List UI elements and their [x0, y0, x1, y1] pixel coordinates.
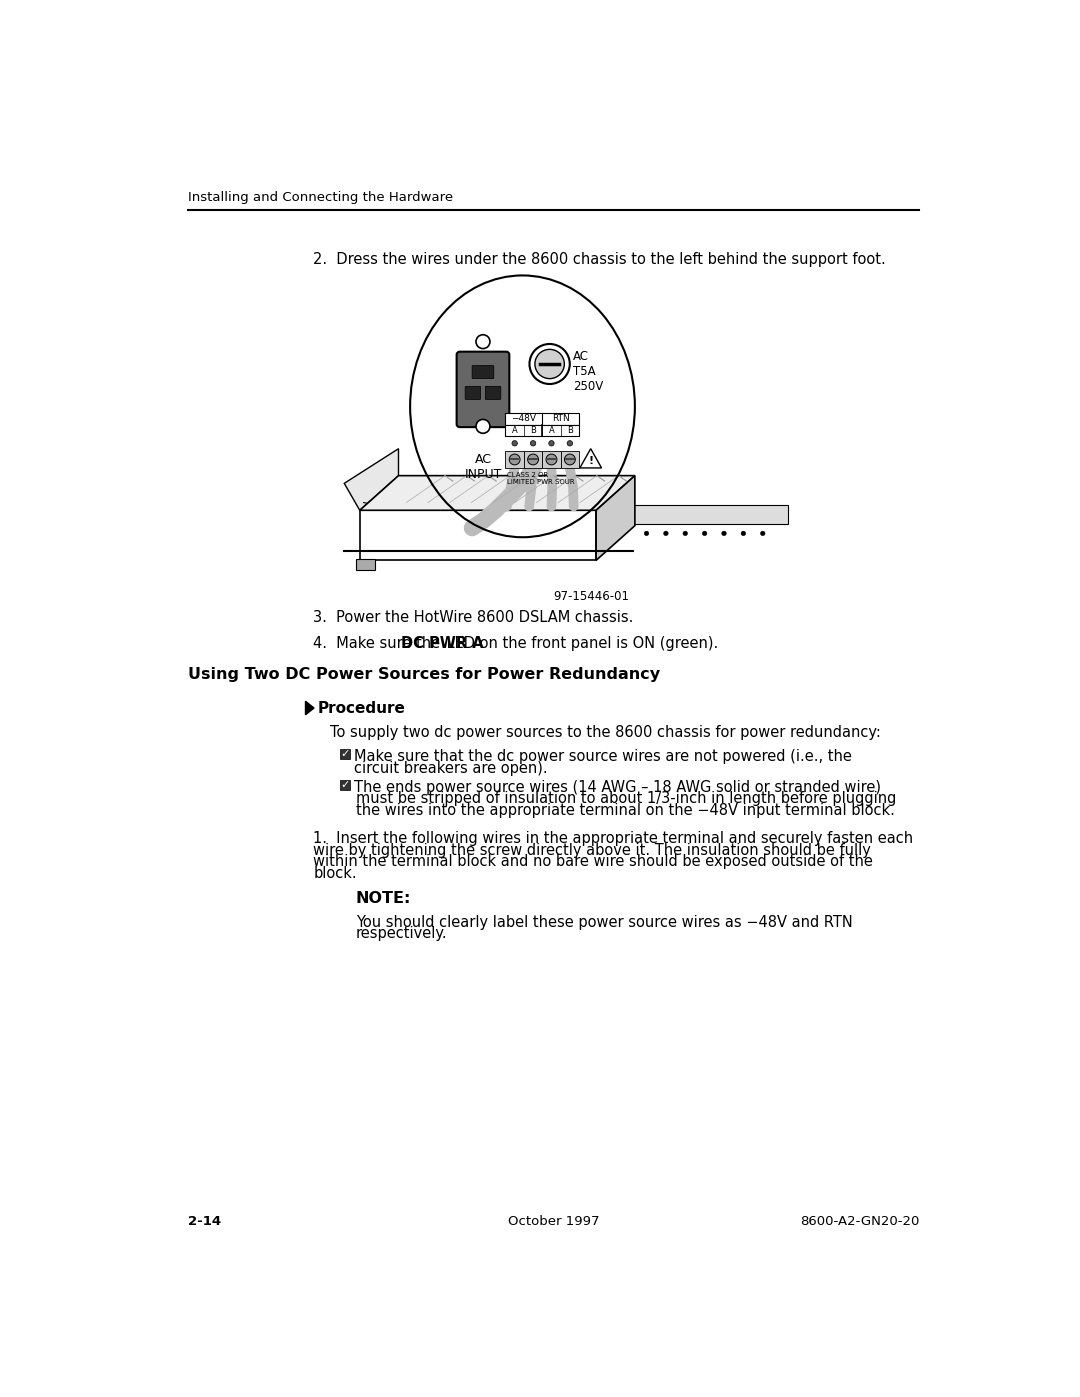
Circle shape: [663, 531, 669, 535]
Text: 97-15446-01: 97-15446-01: [554, 590, 630, 602]
Text: −48V: −48V: [511, 414, 537, 423]
Circle shape: [702, 531, 707, 535]
FancyBboxPatch shape: [472, 366, 494, 379]
Text: RTN: RTN: [552, 414, 569, 423]
Text: A: A: [549, 426, 554, 434]
Text: The ends power source wires (14 AWG – 18 AWG solid or stranded wire): The ends power source wires (14 AWG – 18…: [354, 780, 881, 795]
Bar: [360, 510, 596, 560]
Circle shape: [760, 531, 765, 535]
Text: ✓: ✓: [340, 780, 350, 789]
Text: 2-14: 2-14: [188, 1215, 220, 1228]
Bar: [524, 451, 542, 468]
Text: !: !: [589, 455, 593, 467]
Text: 3.  Power the HotWire 8600 DSLAM chassis.: 3. Power the HotWire 8600 DSLAM chassis.: [313, 610, 634, 626]
Circle shape: [549, 440, 554, 446]
Bar: [340, 749, 350, 759]
Circle shape: [476, 335, 490, 349]
Circle shape: [476, 419, 490, 433]
Circle shape: [546, 454, 557, 465]
Bar: [340, 780, 350, 789]
Text: You should clearly label these power source wires as −48V and RTN: You should clearly label these power sou…: [356, 915, 852, 929]
Polygon shape: [356, 559, 375, 570]
Text: 4.  Make sure the: 4. Make sure the: [313, 636, 445, 651]
Text: Make sure that the dc power source wires are not powered (i.e., the: Make sure that the dc power source wires…: [354, 749, 852, 764]
Text: wire by tightening the screw directly above it. The insulation should be fully: wire by tightening the screw directly ab…: [313, 842, 872, 858]
Bar: [633, 504, 788, 524]
Text: LED on the front panel is ON (green).: LED on the front panel is ON (green).: [442, 636, 718, 651]
Text: within the terminal block and no bare wire should be exposed outside of the: within the terminal block and no bare wi…: [313, 855, 873, 869]
Text: 1.  Insert the following wires in the appropriate terminal and securely fasten e: 1. Insert the following wires in the app…: [313, 831, 914, 847]
Polygon shape: [306, 701, 314, 715]
Circle shape: [721, 531, 727, 535]
Text: 2.  Dress the wires under the 8600 chassis to the left behind the support foot.: 2. Dress the wires under the 8600 chassi…: [313, 253, 886, 267]
Text: NOTE:: NOTE:: [356, 891, 411, 907]
Circle shape: [529, 344, 570, 384]
Text: Installing and Connecting the Hardware: Installing and Connecting the Hardware: [188, 191, 453, 204]
FancyBboxPatch shape: [485, 387, 501, 400]
Polygon shape: [360, 475, 635, 510]
Bar: [542, 451, 561, 468]
Text: 8600-A2-GN20-20: 8600-A2-GN20-20: [800, 1215, 919, 1228]
Circle shape: [565, 454, 576, 465]
Text: must be stripped of insulation to about 1/3-inch in length before plugging: must be stripped of insulation to about …: [356, 791, 896, 806]
Bar: [505, 451, 524, 468]
Circle shape: [683, 531, 688, 535]
Bar: [505, 412, 579, 425]
Text: DC PWR A: DC PWR A: [401, 636, 484, 651]
Circle shape: [644, 531, 649, 535]
FancyBboxPatch shape: [465, 387, 481, 400]
Text: block.: block.: [313, 866, 356, 882]
Text: ✓: ✓: [340, 749, 350, 759]
Text: B: B: [530, 426, 536, 434]
Text: October 1997: October 1997: [508, 1215, 599, 1228]
Bar: [561, 451, 579, 468]
Text: AC
T5A
250V: AC T5A 250V: [572, 351, 603, 393]
Circle shape: [530, 440, 536, 446]
Text: Using Two DC Power Sources for Power Redundancy: Using Two DC Power Sources for Power Red…: [188, 666, 660, 682]
Circle shape: [528, 454, 539, 465]
Text: respectively.: respectively.: [356, 926, 447, 942]
Bar: [505, 425, 579, 436]
Text: CLASS 2 OR
LIMITED PWR SOUR: CLASS 2 OR LIMITED PWR SOUR: [507, 472, 575, 485]
Text: the wires into the appropriate terminal on the −48V input terminal block.: the wires into the appropriate terminal …: [356, 803, 894, 817]
Text: A: A: [512, 426, 517, 434]
Circle shape: [510, 454, 521, 465]
Text: circuit breakers are open).: circuit breakers are open).: [354, 760, 548, 775]
Polygon shape: [345, 448, 399, 510]
Circle shape: [512, 440, 517, 446]
Circle shape: [535, 349, 565, 379]
Text: To supply two dc power sources to the 8600 chassis for power redundancy:: To supply two dc power sources to the 86…: [330, 725, 881, 740]
Text: B: B: [567, 426, 572, 434]
Circle shape: [741, 531, 745, 535]
Text: AC
INPUT: AC INPUT: [464, 453, 502, 481]
Circle shape: [567, 440, 572, 446]
Polygon shape: [580, 448, 602, 468]
Polygon shape: [596, 475, 635, 560]
Text: Procedure: Procedure: [318, 701, 406, 717]
FancyBboxPatch shape: [457, 352, 510, 427]
